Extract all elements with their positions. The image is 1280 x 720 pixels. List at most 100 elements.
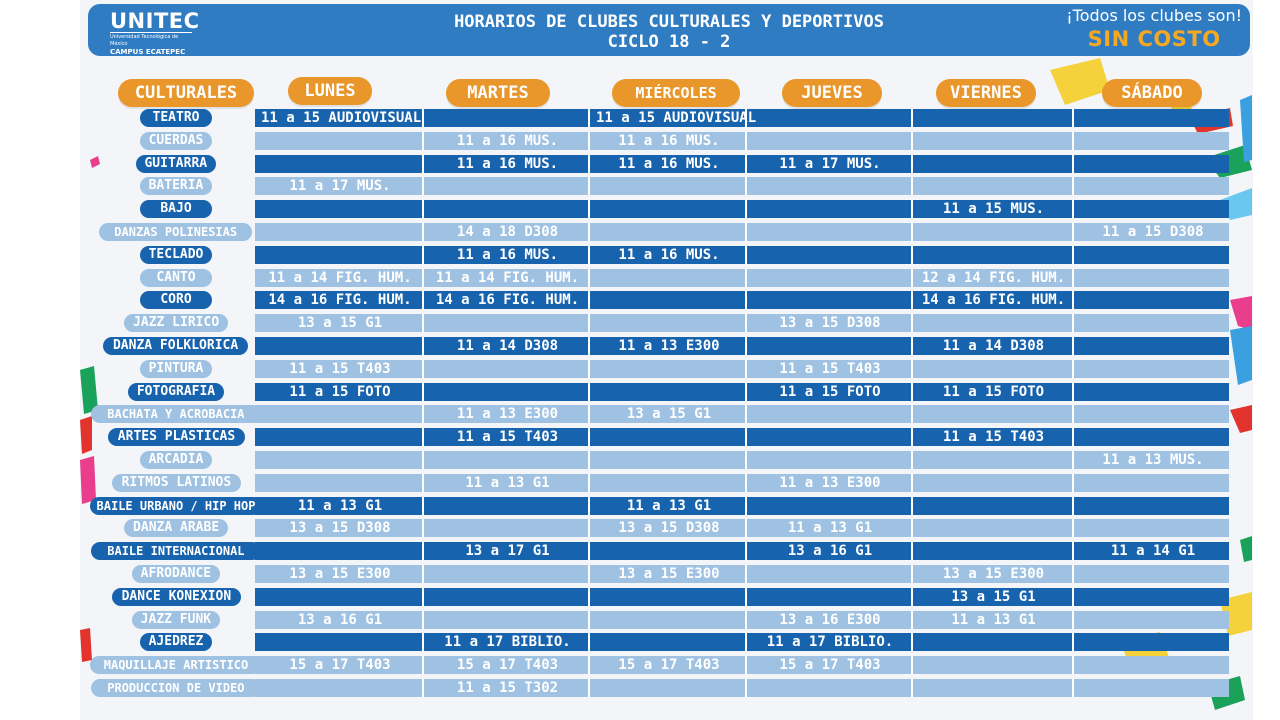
schedule-cell bbox=[1079, 132, 1227, 150]
club-label: ARTES PLASTICAS bbox=[108, 428, 245, 446]
schedule-cell bbox=[752, 405, 908, 423]
column-divider bbox=[422, 223, 424, 241]
table-row: 11 a 16 MUS. 11 a 16 MUS. bbox=[255, 246, 1229, 264]
column-divider bbox=[1072, 155, 1074, 173]
column-divider bbox=[588, 588, 590, 606]
schedule-cell: 11 a 13 G1 bbox=[787, 520, 873, 536]
schedule-cell: 14 a 18 D308 bbox=[456, 224, 559, 240]
column-divider bbox=[422, 565, 424, 583]
column-divider bbox=[745, 679, 747, 697]
schedule-cell bbox=[596, 223, 742, 241]
column-divider bbox=[422, 519, 424, 537]
schedule-cell bbox=[596, 428, 742, 446]
club-label: BAJO bbox=[140, 200, 212, 218]
column-divider bbox=[911, 542, 913, 560]
schedule-cell bbox=[918, 451, 1069, 469]
column-divider bbox=[588, 679, 590, 697]
schedule-cell bbox=[596, 269, 742, 287]
column-divider bbox=[745, 656, 747, 674]
column-divider bbox=[588, 246, 590, 264]
column-divider bbox=[588, 611, 590, 629]
club-label: DANCE KONEXION bbox=[112, 588, 241, 606]
schedule-cell: 13 a 15 D308 bbox=[289, 520, 391, 536]
schedule-cell bbox=[261, 246, 419, 264]
column-divider bbox=[911, 565, 913, 583]
column-divider bbox=[911, 291, 913, 309]
schedule-cell: 11 a 15 T403 bbox=[289, 361, 391, 377]
schedule-cell bbox=[752, 291, 908, 309]
column-divider bbox=[745, 519, 747, 537]
column-divider bbox=[422, 428, 424, 446]
club-label: DANZAS POLINESIAS bbox=[99, 223, 253, 241]
club-label: BAILE URBANO / HIP HOP bbox=[90, 497, 262, 515]
column-divider bbox=[911, 656, 913, 674]
club-label: JAZZ FUNK bbox=[132, 611, 220, 629]
club-label: CORO bbox=[140, 291, 212, 309]
column-divider bbox=[745, 314, 747, 332]
schedule-cell bbox=[918, 155, 1069, 173]
schedule-cell: 14 a 16 FIG. HUM. bbox=[268, 292, 412, 308]
title-line-2: CICLO 18 - 2 bbox=[607, 32, 731, 52]
club-label: BACHATA Y ACROBACIA bbox=[91, 405, 261, 423]
club-label: ARCADIA bbox=[140, 451, 212, 469]
column-divider bbox=[911, 474, 913, 492]
column-divider bbox=[1072, 519, 1074, 537]
club-label: FOTOGRAFIA bbox=[128, 383, 224, 401]
column-divider bbox=[1072, 679, 1074, 697]
column-divider bbox=[911, 200, 913, 218]
schedule-cell: 15 a 17 T403 bbox=[289, 657, 391, 673]
schedule-cell bbox=[596, 679, 742, 697]
club-label: PRODUCCION DE VIDEO bbox=[91, 679, 261, 697]
schedule-cell bbox=[1079, 155, 1227, 173]
schedule-cell: 11 a 15 T403 bbox=[942, 429, 1045, 445]
club-label: JAZZ LIRICO bbox=[124, 314, 229, 332]
column-divider bbox=[911, 497, 913, 515]
column-divider bbox=[1072, 109, 1074, 127]
table-row: 15 a 17 T403 15 a 17 T403 15 a 17 T403 15 a… bbox=[255, 656, 1229, 674]
column-divider bbox=[745, 223, 747, 241]
schedule-cell bbox=[1079, 109, 1227, 127]
schedule-cell bbox=[261, 155, 419, 173]
schedule-cell bbox=[752, 177, 908, 195]
column-divider bbox=[911, 383, 913, 401]
schedule-cell: 13 a 15 G1 bbox=[626, 406, 712, 422]
schedule-cell bbox=[918, 360, 1069, 378]
column-divider bbox=[745, 633, 747, 651]
schedule-cell bbox=[429, 177, 586, 195]
schedule-cell bbox=[752, 269, 908, 287]
schedule-cell bbox=[596, 383, 742, 401]
column-divider bbox=[588, 177, 590, 195]
schedule-cell: 11 a 15 T403 bbox=[456, 429, 559, 445]
schedule-cell bbox=[752, 132, 908, 150]
table-row: 13 a 15 G1 13 a 15 D308 bbox=[255, 314, 1229, 332]
club-label: GUITARRA bbox=[136, 155, 216, 173]
schedule-cell: 11 a 15 T302 bbox=[456, 680, 559, 696]
column-divider bbox=[422, 405, 424, 423]
schedule-cell bbox=[918, 109, 1069, 127]
schedule-cell bbox=[596, 451, 742, 469]
schedule-cell bbox=[1079, 360, 1227, 378]
column-divider bbox=[1072, 588, 1074, 606]
column-divider bbox=[1072, 451, 1074, 469]
schedule-cell bbox=[596, 633, 742, 651]
schedule-cell bbox=[1079, 177, 1227, 195]
column-divider bbox=[911, 246, 913, 264]
column-divider bbox=[1072, 405, 1074, 423]
schedule-cell bbox=[752, 246, 908, 264]
schedule-cell: 12 a 14 FIG. HUM. bbox=[921, 270, 1066, 286]
column-divider bbox=[422, 542, 424, 560]
schedule-cell bbox=[752, 223, 908, 241]
club-label: CANTO bbox=[140, 269, 212, 287]
column-divider bbox=[588, 565, 590, 583]
column-divider bbox=[422, 679, 424, 697]
column-divider bbox=[911, 611, 913, 629]
schedule-cell: 11 a 13 G1 bbox=[465, 475, 550, 491]
schedule-cell bbox=[918, 656, 1069, 674]
column-divider bbox=[911, 405, 913, 423]
column-divider bbox=[745, 109, 747, 127]
schedule-cell bbox=[918, 679, 1069, 697]
schedule-cell: 11 a 13 E300 bbox=[456, 406, 559, 422]
table-row: 11 a 15 T403 11 a 15 T403 bbox=[255, 360, 1229, 378]
table-row: 11 a 14 D308 11 a 13 E300 11 a 14 D308 bbox=[255, 337, 1229, 355]
column-divider bbox=[422, 177, 424, 195]
